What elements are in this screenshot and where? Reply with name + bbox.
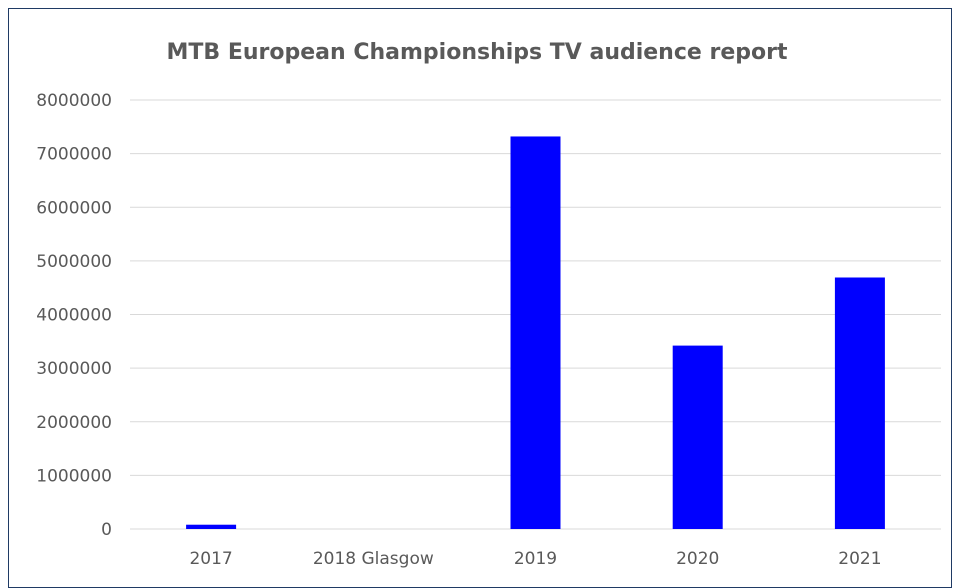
x-tick-label: 2020 <box>676 549 719 569</box>
x-axis-ticks: 2017 2018 Glasgow 2019 2020 2021 <box>189 549 881 569</box>
x-tick-label: 2019 <box>514 549 557 569</box>
y-tick-label: 8000000 <box>36 91 112 111</box>
bars <box>186 136 885 529</box>
y-tick-label: 7000000 <box>36 145 112 165</box>
chart-title: MTB European Championships TV audience r… <box>166 40 788 65</box>
chart-frame <box>8 8 952 588</box>
bar-2019 <box>510 136 561 529</box>
x-tick-label: 2021 <box>838 549 881 569</box>
y-tick-label: 4000000 <box>36 306 112 326</box>
x-tick-label: 2018 Glasgow <box>313 549 434 569</box>
x-tick-label: 2017 <box>189 549 232 569</box>
y-tick-label: 1000000 <box>36 466 112 486</box>
y-tick-label: 2000000 <box>36 413 112 433</box>
bar-2017 <box>186 524 237 529</box>
bar-2021 <box>834 277 885 529</box>
y-tick-label: 3000000 <box>36 359 112 379</box>
y-tick-label: 6000000 <box>36 198 112 218</box>
y-axis-ticks: 0 1000000 2000000 3000000 4000000 5000000 6000… <box>36 91 112 540</box>
y-tick-label: 5000000 <box>36 252 112 272</box>
bar-2020 <box>672 345 723 529</box>
y-tick-label: 0 <box>101 520 112 540</box>
